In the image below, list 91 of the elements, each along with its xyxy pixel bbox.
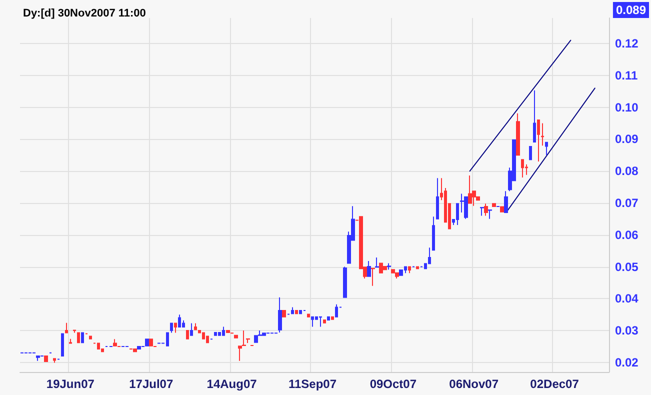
- candlestick: [113, 338, 117, 346]
- candlestick: [262, 332, 266, 336]
- candlestick: [206, 336, 209, 344]
- candlestick: [69, 338, 72, 344]
- candlestick: [53, 358, 56, 364]
- candlestick: [367, 260, 371, 277]
- candlestick: [194, 322, 197, 330]
- candlestick: [145, 338, 149, 346]
- candlestick: [327, 316, 330, 321]
- x-tick-label: 11Sep07: [288, 377, 337, 391]
- candlestick: [61, 333, 64, 357]
- y-tick-label: 0.02: [615, 355, 639, 370]
- candlestick: [299, 310, 302, 314]
- candlestick: [36, 356, 40, 362]
- candlestick: [323, 320, 326, 324]
- x-tick-label: 06Nov07: [449, 377, 499, 391]
- candlestick: [500, 206, 504, 212]
- candlestick: [416, 266, 419, 270]
- candlestick: [399, 269, 403, 276]
- candlestick: [178, 314, 181, 328]
- text: 0.089: [616, 3, 646, 17]
- candlestick: [480, 206, 484, 216]
- candlestick: [77, 332, 80, 344]
- candlestick: [226, 330, 230, 333]
- x-tick-label: 02Dec07: [530, 377, 580, 391]
- candlestick: [89, 336, 92, 340]
- x-tick-label: 17Jul07: [129, 377, 174, 391]
- candlestick: [516, 112, 520, 156]
- candlestick: [311, 316, 314, 328]
- candlestick: [387, 262, 391, 270]
- candlestick: [395, 272, 399, 280]
- x-tick-label: 14Aug07: [206, 377, 258, 391]
- candlestick: [149, 338, 153, 346]
- candlestick: [545, 142, 548, 156]
- candlestick: [278, 296, 282, 333]
- candlestick: [335, 304, 338, 318]
- candlestick: [379, 262, 383, 274]
- y-tick-label: 0.05: [615, 260, 639, 274]
- candlestick: [383, 266, 387, 270]
- candlestick: [521, 159, 524, 178]
- candlestick: [174, 322, 177, 334]
- candlestick: [436, 178, 439, 220]
- candlestick: [432, 216, 435, 251]
- candlestick: [375, 257, 379, 268]
- x-tick-label: 19Jun07: [46, 377, 95, 391]
- candlestick: [456, 203, 459, 226]
- candlestick: [282, 310, 286, 318]
- candlestick: [504, 190, 508, 214]
- candlestick: [97, 342, 100, 350]
- y-tick-label: 0.07: [615, 196, 639, 210]
- candlestick: [133, 348, 137, 352]
- candlestick: [65, 322, 68, 334]
- candlestick: [246, 338, 250, 344]
- candlestick: [44, 356, 48, 362]
- y-tick-label: 0.10: [615, 100, 639, 114]
- candlestick: [81, 332, 84, 344]
- candlestick: [222, 326, 225, 336]
- candlestick: [307, 314, 310, 318]
- candlestick: [186, 330, 189, 340]
- y-tick-label: 0.12: [615, 36, 639, 51]
- x-tick-label: 09Oct07: [370, 377, 417, 391]
- candlestick: [331, 316, 334, 320]
- y-tick-label: 0.04: [615, 292, 639, 306]
- candlestick: [214, 332, 217, 336]
- candlestick: [234, 334, 238, 338]
- candlestick: [468, 175, 472, 204]
- candlestick: [73, 330, 76, 334]
- candlestick: [529, 146, 532, 160]
- candlestick: [408, 266, 411, 274]
- candlestick: [295, 310, 298, 314]
- candlestick: [537, 120, 540, 162]
- chart-title: Dy:[d] 30Nov2007 11:00: [23, 8, 146, 20]
- candlestick: [464, 196, 468, 220]
- candlestick: [492, 203, 496, 207]
- candlestick: [190, 322, 193, 336]
- y-tick-label: 0.08: [615, 164, 639, 178]
- candlestick: [137, 346, 141, 350]
- candlestick: [202, 332, 205, 340]
- y-tick-label: 0.11: [615, 68, 638, 82]
- candlestick: [170, 322, 173, 334]
- candlestick: [484, 203, 488, 216]
- candlestick: [291, 306, 294, 314]
- candlestick: [488, 209, 492, 220]
- y-tick-label: 0.09: [615, 132, 639, 146]
- candlestick: [343, 266, 347, 298]
- y-tick-label: 0.06: [615, 228, 639, 242]
- candlestick: [319, 316, 322, 328]
- y-tick-label: 0.03: [615, 324, 639, 338]
- candlestick: [533, 90, 536, 143]
- candlestick: [541, 122, 544, 146]
- candlestick: [371, 268, 375, 286]
